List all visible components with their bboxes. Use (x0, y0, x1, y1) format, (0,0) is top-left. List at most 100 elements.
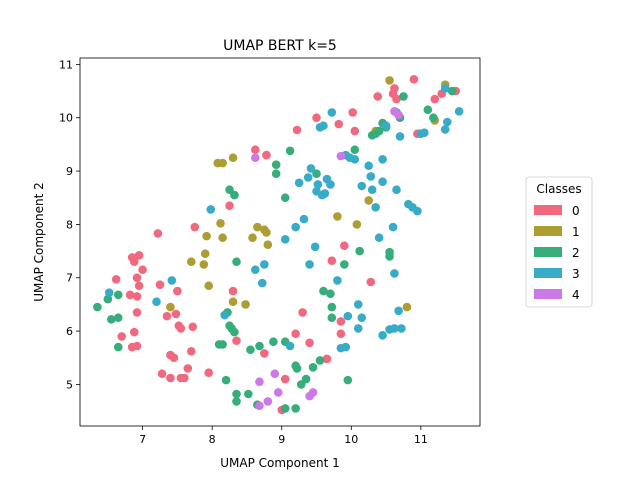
data-point-class-3 (366, 172, 376, 181)
data-point-class-2 (244, 389, 253, 399)
y-tick-label: 7 (66, 272, 73, 285)
data-point-class-2 (107, 315, 116, 324)
data-point-class-4 (270, 369, 280, 379)
data-point-class-1 (216, 219, 225, 228)
data-point-class-2 (315, 356, 325, 365)
data-point-class-3 (357, 313, 367, 323)
y-axis-ticks: 5 6 7 8 9 10 11 (59, 58, 80, 391)
data-point-class-3 (336, 343, 346, 353)
data-point-class-0 (187, 347, 196, 356)
data-point-class-3 (364, 161, 374, 171)
data-point-class-0 (392, 94, 401, 104)
data-point-class-2 (218, 340, 227, 349)
x-axis-ticks: 7 8 9 10 11 (139, 426, 428, 446)
data-point-class-3 (390, 269, 399, 278)
data-point-class-3 (206, 205, 216, 214)
data-point-class-3 (319, 121, 328, 131)
data-point-class-3 (333, 276, 342, 285)
y-tick-label: 10 (59, 112, 73, 125)
plot-frame (79, 57, 481, 427)
x-axis-label: UMAP Component 1 (220, 456, 340, 470)
data-point-class-1 (218, 158, 227, 168)
data-point-class-3 (353, 300, 363, 309)
data-point-class-0 (153, 229, 163, 238)
data-point-class-3 (392, 185, 401, 195)
data-point-class-3 (385, 325, 394, 334)
legend: Classes 0 1 2 3 4 (525, 176, 593, 308)
data-point-class-3 (306, 164, 316, 173)
data-point-class-0 (336, 329, 346, 339)
data-point-class-3 (374, 233, 384, 243)
data-point-class-1 (402, 302, 412, 312)
data-point-class-0 (260, 349, 269, 358)
data-point-class-3 (394, 306, 403, 316)
data-point-class-1 (263, 240, 273, 249)
data-point-class-3 (303, 173, 313, 182)
legend-label-class-2: 2 (572, 246, 580, 260)
legend-swatch-class-4 (534, 289, 562, 299)
y-tick-label: 6 (66, 325, 73, 338)
data-point-class-0 (232, 336, 241, 345)
data-point-class-3 (454, 107, 464, 116)
data-point-class-2 (374, 126, 384, 136)
data-point-class-1 (202, 231, 211, 241)
legend-label-class-0: 0 (572, 204, 580, 218)
data-point-class-1 (187, 257, 196, 267)
data-point-class-4 (255, 401, 264, 411)
data-point-class-1 (166, 302, 175, 312)
data-point-class-4 (336, 151, 346, 161)
data-point-class-0 (132, 273, 142, 283)
data-point-class-2 (232, 397, 241, 406)
data-point-class-0 (132, 341, 142, 351)
data-point-class-0 (171, 309, 181, 319)
data-point-class-3 (367, 185, 377, 195)
data-point-class-2 (350, 145, 360, 155)
data-point-class-3 (291, 222, 300, 232)
data-point-class-4 (251, 153, 260, 163)
data-point-class-2 (340, 260, 349, 269)
data-point-class-2 (399, 92, 408, 101)
data-point-class-1 (385, 76, 394, 85)
data-point-class-3 (397, 324, 406, 333)
data-point-class-1 (241, 300, 250, 309)
data-point-class-0 (190, 222, 200, 232)
data-point-class-0 (340, 241, 349, 251)
data-point-class-0 (225, 201, 234, 211)
chart-title: UMAP BERT k=5 (223, 38, 337, 54)
data-point-class-2 (255, 341, 264, 351)
data-point-class-1 (228, 153, 238, 163)
data-point-class-0 (292, 125, 302, 135)
data-point-class-2 (221, 375, 231, 385)
data-point-class-0 (183, 364, 193, 373)
data-point-class-3 (440, 84, 450, 93)
data-point-class-0 (430, 94, 440, 104)
data-point-class-2 (327, 313, 337, 323)
data-point-class-2 (319, 286, 328, 296)
x-tick-label: 10 (344, 433, 358, 446)
data-point-class-1 (218, 233, 227, 243)
data-point-class-3 (327, 108, 337, 117)
legend-swatch-class-1 (534, 226, 562, 236)
data-point-class-3 (440, 125, 450, 134)
data-point-class-0 (298, 308, 307, 317)
data-point-class-3 (353, 324, 363, 333)
x-tick-label: 7 (139, 433, 146, 446)
data-point-class-0 (162, 311, 172, 321)
data-point-class-0 (176, 324, 186, 333)
data-point-class-2 (113, 342, 123, 352)
data-point-class-2 (343, 375, 353, 385)
data-point-class-2 (291, 404, 300, 413)
data-point-class-3 (350, 155, 360, 164)
data-point-class-4 (394, 110, 403, 120)
data-point-class-3 (251, 265, 260, 275)
plot-points (93, 75, 464, 415)
data-point-class-0 (134, 281, 144, 291)
data-point-class-3 (326, 180, 335, 189)
legend-label-class-1: 1 (572, 225, 580, 239)
data-point-class-3 (167, 276, 177, 285)
data-point-class-0 (180, 373, 189, 383)
x-tick-label: 11 (414, 433, 428, 446)
data-point-class-0 (373, 92, 383, 101)
data-point-class-0 (322, 354, 332, 364)
data-point-class-1 (199, 260, 209, 269)
